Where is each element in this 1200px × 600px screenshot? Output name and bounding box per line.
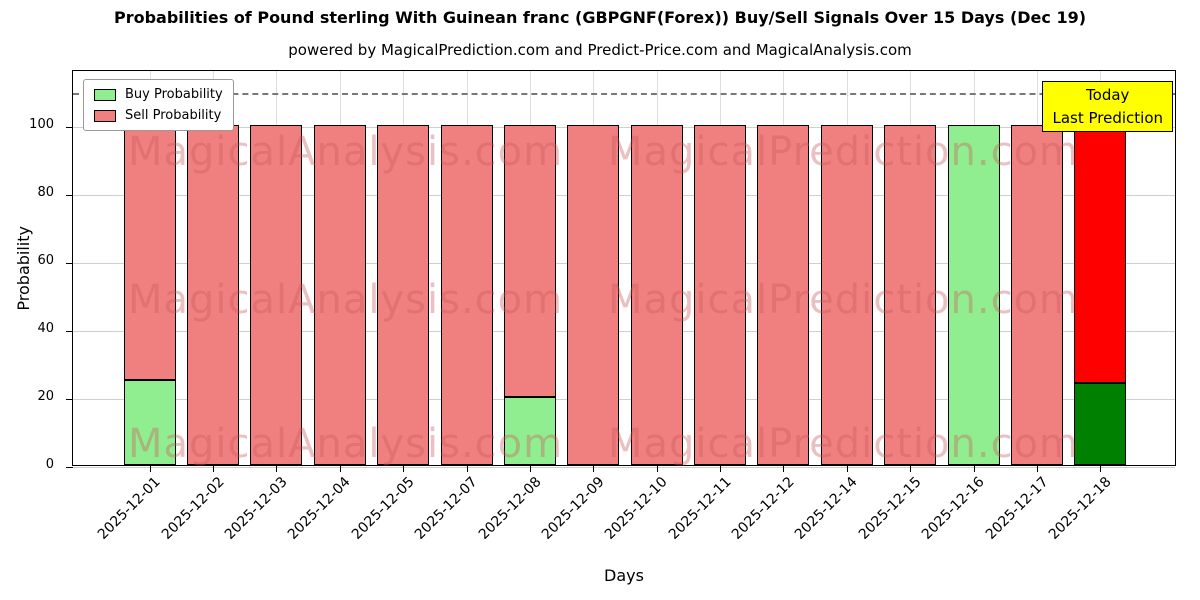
x-tick-mark [783, 465, 785, 472]
x-tick-mark [1036, 465, 1038, 472]
plot-area: Buy Probability Sell Probability Today La… [66, 70, 1176, 472]
y-tick-label: 60 [37, 253, 54, 269]
chart-title: Probabilities of Pound sterling With Gui… [113, 8, 1087, 27]
bar-segment-sell [694, 125, 747, 465]
chart-subtitle: powered by MagicalPrediction.com and Pre… [288, 41, 912, 59]
x-tick-mark [339, 465, 341, 472]
y-tick-mark [66, 399, 73, 401]
y-tick-mark [66, 195, 73, 197]
x-tick-label: 2025-12-17 [982, 474, 1052, 543]
bar-segment-sell [1010, 125, 1063, 465]
x-tick-label: 2025-12-01 [95, 474, 165, 543]
bar-segment-sell [757, 125, 810, 465]
x-tick-label: 2025-12-10 [602, 474, 672, 543]
legend-item: Sell Probability [94, 108, 223, 123]
bar-segment-sell [1074, 125, 1127, 384]
bar-segment-sell [567, 125, 620, 465]
x-tick-label: 2025-12-12 [728, 474, 798, 543]
bar-segment-buy [503, 397, 556, 465]
x-tick-mark [149, 465, 151, 472]
gridline-horizontal [73, 467, 1175, 468]
today-annotation: Today Last Prediction [1042, 81, 1173, 132]
gridline-horizontal [73, 127, 1175, 129]
x-tick-mark [910, 465, 912, 472]
x-tick-label: 2025-12-04 [285, 474, 355, 543]
x-tick-label: 2025-12-08 [475, 474, 545, 543]
x-tick-mark [466, 465, 468, 472]
x-tick-label: 2025-12-07 [412, 474, 481, 543]
x-tick-label: 2025-12-02 [158, 474, 228, 543]
x-tick-label: 2025-12-03 [221, 474, 291, 543]
gridline-horizontal [73, 331, 1175, 333]
y-tick-label: 80 [37, 185, 54, 201]
x-tick-label: 2025-12-09 [538, 474, 608, 543]
x-tick-mark [973, 465, 975, 472]
x-tick-label: 2025-12-15 [855, 474, 925, 543]
y-tick-mark [66, 331, 73, 333]
y-tick-label: 0 [45, 457, 54, 472]
y-tick-labels: 0 20 40 60 80 100 [0, 70, 62, 472]
y-tick-label: 40 [37, 321, 54, 337]
x-tick-mark [403, 465, 405, 472]
gridline-horizontal [73, 399, 1175, 401]
x-tick-mark [1100, 465, 1102, 472]
y-tick-mark [66, 263, 73, 265]
bar-segment-sell [630, 125, 683, 465]
legend-label: Sell Probability [125, 108, 222, 123]
x-tick-mark [656, 465, 658, 472]
x-tick-label: 2025-12-14 [792, 474, 862, 543]
y-tick-label: 100 [29, 117, 54, 133]
bar-segment-sell [884, 125, 937, 465]
bar-segment-buy [947, 125, 1000, 465]
today-annotation-line-1: Today [1086, 86, 1130, 104]
bar-segment-buy [1074, 383, 1127, 465]
bar-segment-buy [123, 380, 176, 465]
y-tick-mark [66, 467, 73, 468]
legend-swatch-buy [94, 88, 116, 101]
legend-item: Buy Probability [94, 87, 223, 102]
x-tick-mark [213, 465, 215, 472]
x-tick-label: 2025-12-18 [1045, 474, 1115, 543]
x-tick-mark [720, 465, 722, 472]
bar-segment-sell [440, 125, 493, 465]
bar-segment-sell [123, 125, 176, 381]
watermark-text: MagicalPrediction.com [608, 277, 1079, 323]
bar-segment-sell [377, 125, 430, 465]
bar-segment-sell [313, 125, 366, 465]
x-tick-label: 2025-12-11 [665, 474, 735, 543]
today-annotation-line-2: Last Prediction [1052, 108, 1163, 127]
x-tick-label: 2025-12-05 [348, 474, 418, 543]
watermark-text: MagicalAnalysis.com [128, 129, 564, 175]
legend: Buy Probability Sell Probability [83, 79, 234, 131]
x-tick-mark [529, 465, 531, 472]
bar-segment-sell [503, 125, 556, 398]
bar-segment-sell [187, 125, 240, 465]
threshold-dashed-line [73, 93, 1175, 96]
watermark-text: MagicalPrediction.com [608, 421, 1079, 467]
x-tick-mark [276, 465, 278, 472]
bar-segment-sell [820, 125, 873, 465]
watermark-text: MagicalAnalysis.com [128, 277, 564, 323]
watermark-text: MagicalAnalysis.com [128, 421, 564, 467]
x-tick-mark [593, 465, 595, 472]
y-tick-mark [66, 127, 73, 129]
bar-segment-sell [250, 125, 303, 465]
x-tick-label: 2025-12-16 [919, 474, 988, 543]
gridline-horizontal [73, 263, 1175, 265]
legend-swatch-sell [94, 109, 116, 122]
watermark-text: MagicalPrediction.com [608, 129, 1079, 175]
y-tick-label: 20 [37, 389, 54, 405]
x-axis-label: Days [604, 566, 644, 585]
x-tick-mark [846, 465, 848, 472]
legend-label: Buy Probability [125, 87, 223, 102]
gridline-horizontal [73, 195, 1175, 197]
